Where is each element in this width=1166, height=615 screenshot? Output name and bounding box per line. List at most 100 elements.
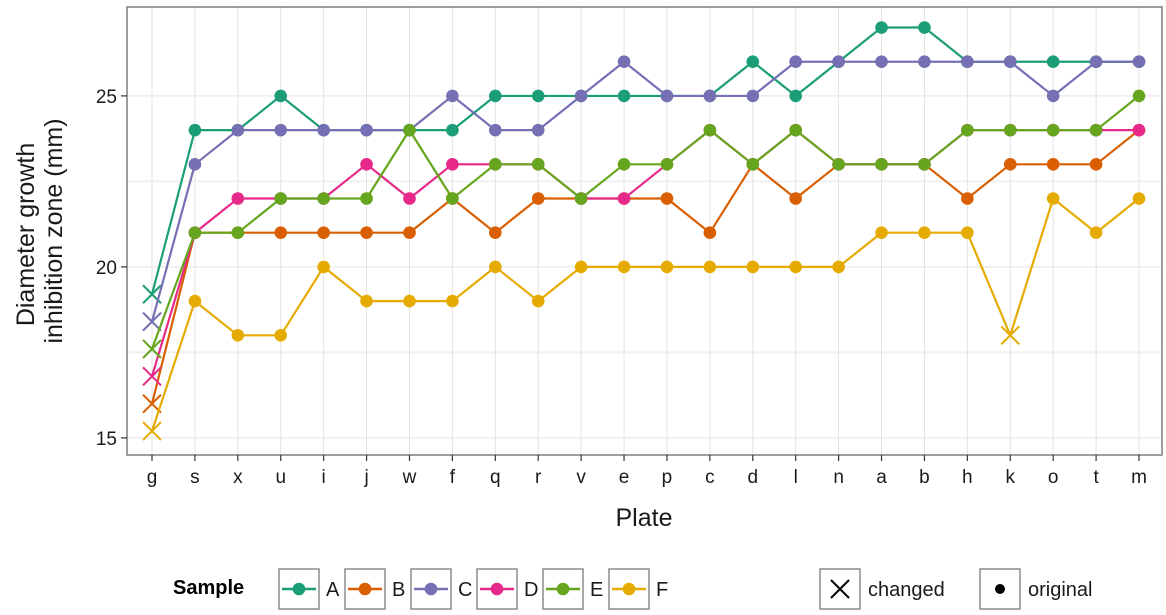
data-point-E-i xyxy=(317,192,330,205)
data-point-A-r xyxy=(531,89,545,103)
data-point-E-d xyxy=(746,158,760,171)
x-tick-label: k xyxy=(1006,467,1016,488)
data-point-B-q xyxy=(489,226,502,240)
data-point-B-o xyxy=(1046,158,1060,171)
legend-item-E: E xyxy=(542,568,603,610)
legend-item-C: C xyxy=(410,568,472,610)
x-tick-label: l xyxy=(794,467,798,488)
data-point-C-d xyxy=(746,89,760,103)
x-tick-label: u xyxy=(275,467,286,488)
data-point-E-s xyxy=(188,226,202,240)
data-point-F-v xyxy=(574,260,588,274)
data-point-E-q xyxy=(489,158,502,171)
legend-key-point xyxy=(292,582,306,596)
data-point-C-c xyxy=(703,89,717,103)
data-point-E-o xyxy=(1046,123,1060,137)
data-point-F-x xyxy=(231,329,245,342)
data-point-C-g xyxy=(142,311,162,332)
series-line-E xyxy=(150,95,1140,350)
data-point-F-m xyxy=(1132,192,1146,205)
data-point-C-k xyxy=(1003,55,1017,69)
data-point-F-w xyxy=(403,294,416,308)
data-point-C-h xyxy=(961,55,974,69)
data-point-C-s xyxy=(188,158,202,171)
legend-item-B: B xyxy=(344,568,405,610)
y-tick-label: 25 xyxy=(96,87,117,108)
data-point-D-j xyxy=(360,158,373,171)
x-tick-label: b xyxy=(919,467,930,488)
data-point-F-j xyxy=(360,294,373,308)
legend-item-changed: changed xyxy=(819,568,945,610)
data-point-E-k xyxy=(1003,123,1017,137)
data-point-E-m xyxy=(1132,89,1146,103)
data-point-E-g xyxy=(142,339,162,359)
x-axis-title: Plate xyxy=(616,504,673,532)
data-point-D-m xyxy=(1132,123,1146,137)
legend-item-D: D xyxy=(476,568,538,610)
data-point-C-o xyxy=(1046,89,1060,103)
data-point-C-l xyxy=(789,55,802,69)
legend-key-point xyxy=(358,582,372,596)
data-point-B-u xyxy=(274,226,288,240)
data-point-F-p xyxy=(660,260,674,274)
data-point-E-t xyxy=(1089,123,1103,137)
data-point-F-i xyxy=(317,260,330,274)
series-line-C xyxy=(150,60,1139,322)
data-point-F-e xyxy=(617,260,631,274)
legend-key-point xyxy=(424,582,438,596)
data-point-F-k xyxy=(1000,325,1020,346)
data-point-F-r xyxy=(531,294,545,308)
data-point-C-f xyxy=(446,89,459,103)
data-point-D-g xyxy=(142,366,162,387)
data-point-E-u xyxy=(274,192,288,205)
data-point-F-l xyxy=(789,260,802,274)
data-point-D-w xyxy=(403,192,416,205)
legend-x-marker xyxy=(830,579,850,599)
legend-key-point xyxy=(622,582,636,596)
x-tick-label: t xyxy=(1093,467,1099,488)
data-point-F-s xyxy=(188,294,202,308)
y-axis: 15 20 25 xyxy=(96,87,127,450)
data-point-C-b xyxy=(918,55,931,69)
x-tick-label: m xyxy=(1131,467,1147,488)
series-C xyxy=(142,55,1146,332)
x-marker-stroke xyxy=(142,311,162,332)
legend-key-point xyxy=(556,582,570,596)
series-layer xyxy=(142,21,1146,441)
data-point-F-b xyxy=(918,226,931,240)
plot-panel xyxy=(127,7,1162,455)
data-point-E-h xyxy=(961,123,974,137)
data-point-D-e xyxy=(617,192,631,205)
data-point-E-p xyxy=(660,158,674,171)
data-point-D-f xyxy=(446,158,459,171)
x-tick-label: h xyxy=(962,467,973,488)
data-point-A-b xyxy=(918,21,931,34)
data-point-E-v xyxy=(574,192,588,205)
y-axis-title-line2: inhibition zone (mm) xyxy=(40,118,68,343)
legend-key-box xyxy=(979,568,1021,610)
data-point-F-h xyxy=(961,226,974,240)
data-point-E-r xyxy=(531,158,545,171)
data-point-B-c xyxy=(703,226,717,240)
data-point-A-o xyxy=(1046,55,1060,69)
data-point-F-c xyxy=(703,260,717,274)
data-point-B-r xyxy=(531,192,545,205)
data-point-F-a xyxy=(875,226,888,240)
data-point-A-e xyxy=(617,89,631,103)
data-point-C-j xyxy=(360,123,373,137)
data-point-F-d xyxy=(746,260,760,274)
legend-label-D: D xyxy=(524,579,538,601)
x-tick-label: x xyxy=(233,467,243,488)
x-tick-label: w xyxy=(402,467,417,488)
data-point-B-p xyxy=(660,192,674,205)
legend-item-original: original xyxy=(979,568,1092,610)
legend-key-point xyxy=(490,582,504,596)
legend-label-C: C xyxy=(458,579,472,601)
data-point-B-l xyxy=(789,192,802,205)
x-tick-label: j xyxy=(363,467,368,488)
data-point-C-v xyxy=(574,89,588,103)
series-line-F xyxy=(150,197,1140,432)
legend-title: Sample xyxy=(173,577,244,599)
x-tick-label: q xyxy=(490,467,501,488)
x-tick-label: v xyxy=(576,467,586,488)
